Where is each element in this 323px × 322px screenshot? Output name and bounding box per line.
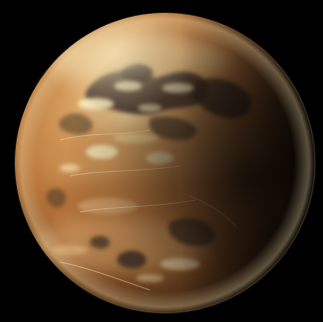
limb-glow xyxy=(15,13,315,313)
planet-icon xyxy=(15,13,315,313)
atmosphere-rim xyxy=(14,12,316,314)
